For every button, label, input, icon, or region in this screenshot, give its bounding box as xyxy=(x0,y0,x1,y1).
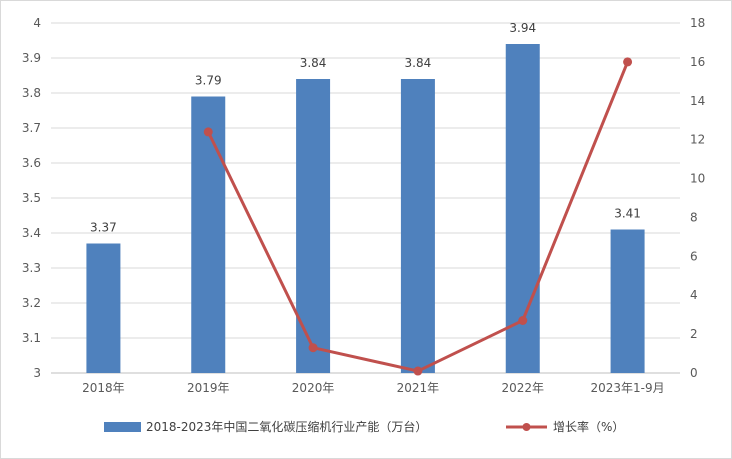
legend-line-marker xyxy=(522,423,531,431)
x-axis-tick: 2023年1-9月 xyxy=(591,381,665,395)
x-axis-tick: 2019年 xyxy=(187,381,230,395)
x-axis-tick: 2020年 xyxy=(292,381,335,395)
left-axis-tick: 3 xyxy=(33,366,41,380)
x-axis-tick: 2022年 xyxy=(501,381,544,395)
left-axis-tick: 3.8 xyxy=(22,86,41,100)
left-axis-tick: 3.4 xyxy=(22,226,41,240)
left-axis-ticks: 3 3.1 3.2 3.3 3.4 3.5 3.6 3.7 3.8 3.9 4 xyxy=(22,16,41,380)
bar xyxy=(86,243,121,373)
bar xyxy=(610,229,645,373)
x-axis-ticks: 2018年 2019年 2020年 2021年 2022年 2023年1-9月 xyxy=(82,381,665,395)
left-axis-tick: 3.6 xyxy=(22,156,41,170)
line-series xyxy=(203,57,633,376)
right-axis-tick: 4 xyxy=(690,288,698,302)
bar-data-label: 3.84 xyxy=(405,56,432,70)
bar xyxy=(400,79,435,373)
left-axis-tick: 3.7 xyxy=(22,121,41,135)
bar-data-label: 3.41 xyxy=(614,207,641,221)
bar-data-label: 3.37 xyxy=(90,221,117,235)
line-point xyxy=(518,316,528,325)
right-axis-tick: 12 xyxy=(690,133,705,147)
legend-bar-label: 2018-2023年中国二氧化碳压缩机行业产能（万台） xyxy=(146,419,427,434)
legend-bar-swatch xyxy=(104,422,141,432)
x-axis-tick: 2018年 xyxy=(82,381,125,395)
left-axis-tick: 3.2 xyxy=(22,296,41,310)
bar-series xyxy=(86,44,645,373)
left-axis-tick: 3.5 xyxy=(22,191,41,205)
left-axis-tick: 3.9 xyxy=(22,51,41,65)
right-axis-tick: 2 xyxy=(690,327,698,341)
bar-data-label: 3.94 xyxy=(509,21,536,35)
right-axis-tick: 14 xyxy=(690,94,705,108)
right-axis-tick: 10 xyxy=(690,172,705,186)
right-axis-tick: 0 xyxy=(690,366,698,380)
line-point xyxy=(623,57,633,67)
left-axis-tick: 3.3 xyxy=(22,261,41,275)
right-axis-tick: 6 xyxy=(690,249,698,263)
bar xyxy=(296,79,331,373)
right-axis-ticks: 0 2 4 6 8 10 12 14 16 18 xyxy=(690,16,705,380)
right-axis-tick: 18 xyxy=(690,16,705,30)
left-axis-tick: 3.1 xyxy=(22,331,41,345)
legend-line-label: 增长率（%） xyxy=(553,419,624,434)
right-axis-tick: 16 xyxy=(690,55,705,69)
legend: 2018-2023年中国二氧化碳压缩机行业产能（万台） 增长率（%） xyxy=(104,419,624,434)
bar-data-label: 3.84 xyxy=(300,56,327,70)
bar xyxy=(191,96,226,373)
line-point xyxy=(308,343,318,353)
line-point xyxy=(203,127,213,137)
left-axis-tick: 4 xyxy=(33,16,41,30)
line-point xyxy=(413,366,423,376)
gridlines xyxy=(51,22,680,374)
bar-data-label: 3.79 xyxy=(195,74,222,88)
x-axis-tick: 2021年 xyxy=(397,381,440,395)
bar-data-labels: 3.37 3.79 3.84 3.84 3.94 3.41 xyxy=(90,21,641,235)
right-axis-tick: 8 xyxy=(690,210,698,224)
